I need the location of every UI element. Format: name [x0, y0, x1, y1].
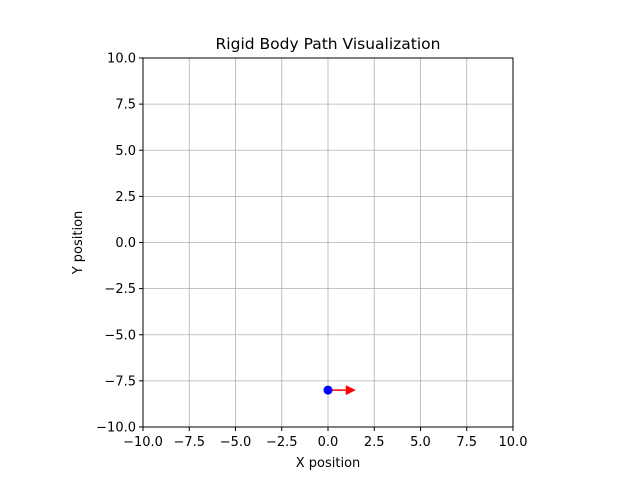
x-tick-label: 10.0 — [499, 435, 528, 450]
y-tick-label: −7.5 — [104, 374, 136, 389]
data-layer — [323, 385, 356, 396]
y-axis-ticks: −10.0 −7.5 −5.0 −2.5 0.0 2.5 5.0 7.5 10.0 — [96, 52, 143, 436]
x-tick-label: 7.5 — [456, 435, 477, 450]
y-tick-label: 5.0 — [115, 144, 136, 159]
y-tick-label: 0.0 — [115, 236, 136, 251]
x-tick-label: −2.5 — [266, 435, 298, 450]
y-axis-label: Y position — [71, 211, 86, 276]
x-axis-label: X position — [296, 456, 361, 471]
y-tick-label: 10.0 — [107, 52, 136, 67]
chart-title: Rigid Body Path Visualization — [216, 35, 441, 53]
x-tick-label: −7.5 — [173, 435, 205, 450]
y-tick-label: −2.5 — [104, 282, 136, 297]
x-tick-label: −5.0 — [220, 435, 252, 450]
x-tick-label: −10.0 — [123, 435, 163, 450]
x-tick-label: 0.0 — [318, 435, 339, 450]
x-tick-label: 5.0 — [410, 435, 431, 450]
arrow-head — [345, 385, 356, 396]
y-tick-label: −5.0 — [104, 328, 136, 343]
x-tick-label: 2.5 — [364, 435, 385, 450]
body-position-point — [323, 385, 333, 395]
y-tick-label: −10.0 — [96, 421, 136, 436]
x-axis-ticks: −10.0 −7.5 −5.0 −2.5 0.0 2.5 5.0 7.5 10.0 — [123, 427, 527, 450]
y-tick-label: 2.5 — [115, 190, 136, 205]
y-tick-label: 7.5 — [115, 98, 136, 113]
grid — [142, 57, 514, 428]
